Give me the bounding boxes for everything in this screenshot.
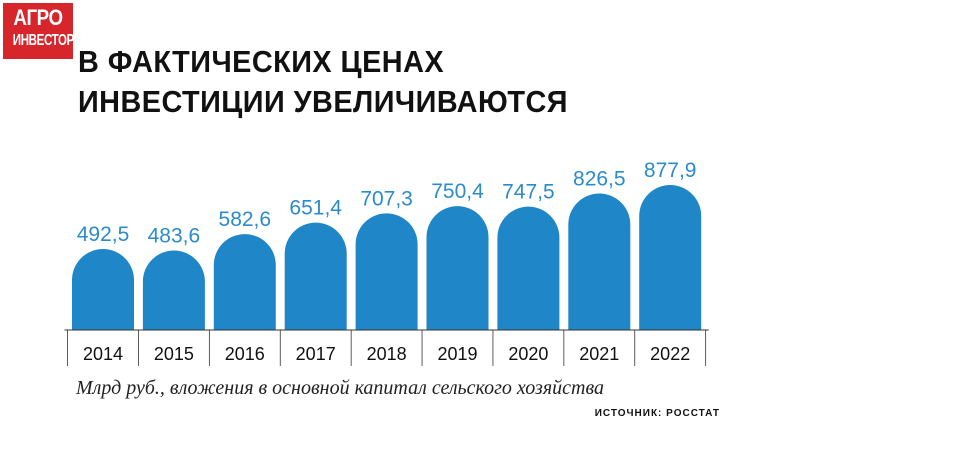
data-label-2017: 651,4 <box>289 197 342 220</box>
chart-title-line-2: ИНВЕСТИЦИИ УВЕЛИЧИВАЮТСЯ <box>78 84 568 119</box>
x-tick-label-2015: 2015 <box>154 344 194 364</box>
bar-2021 <box>568 193 631 330</box>
x-tick-label-2017: 2017 <box>296 344 336 364</box>
chart-title: В ФАКТИЧЕСКИХ ЦЕНАХ ИНВЕСТИЦИИ УВЕЛИЧИВА… <box>78 42 568 122</box>
bar-2019 <box>426 206 489 330</box>
bar-2022 <box>639 185 702 330</box>
data-label-2018: 707,3 <box>360 187 413 210</box>
data-label-2016: 582,6 <box>219 208 272 231</box>
x-tick-label-2016: 2016 <box>225 344 265 364</box>
bar-2016 <box>213 234 276 330</box>
bar-2015 <box>142 250 205 330</box>
x-tick-label-2014: 2014 <box>83 344 123 364</box>
data-label-2021: 826,5 <box>573 168 626 191</box>
bar-2018 <box>355 213 418 330</box>
data-label-2020: 747,5 <box>502 181 555 204</box>
agroinvestor-logo: АГРО ИНВЕСТОР <box>3 3 75 59</box>
data-label-2022: 877,9 <box>644 159 697 182</box>
x-tick-label-2021: 2021 <box>579 344 619 364</box>
data-label-2015: 483,6 <box>148 224 201 247</box>
logo-line-2: ИНВЕСТОР <box>12 32 75 49</box>
x-tick-label-2018: 2018 <box>367 344 407 364</box>
source-note: ИСТОЧНИК: РОССТАТ <box>594 408 720 419</box>
x-tick-label-2020: 2020 <box>508 344 548 364</box>
bar-2017 <box>284 222 347 330</box>
data-label-2014: 492,5 <box>77 223 130 246</box>
chart-title-line-1: В ФАКТИЧЕСКИХ ЦЕНАХ <box>78 44 445 79</box>
bar-2014 <box>72 249 134 330</box>
bar-2020 <box>497 206 560 330</box>
logo-line-1: АГРО <box>13 5 63 30</box>
chart-caption: Млрд руб., вложения в основной капитал с… <box>76 377 605 399</box>
x-tick-label-2019: 2019 <box>437 344 477 364</box>
data-label-2019: 750,4 <box>431 180 484 203</box>
x-tick-label-2022: 2022 <box>650 344 690 364</box>
